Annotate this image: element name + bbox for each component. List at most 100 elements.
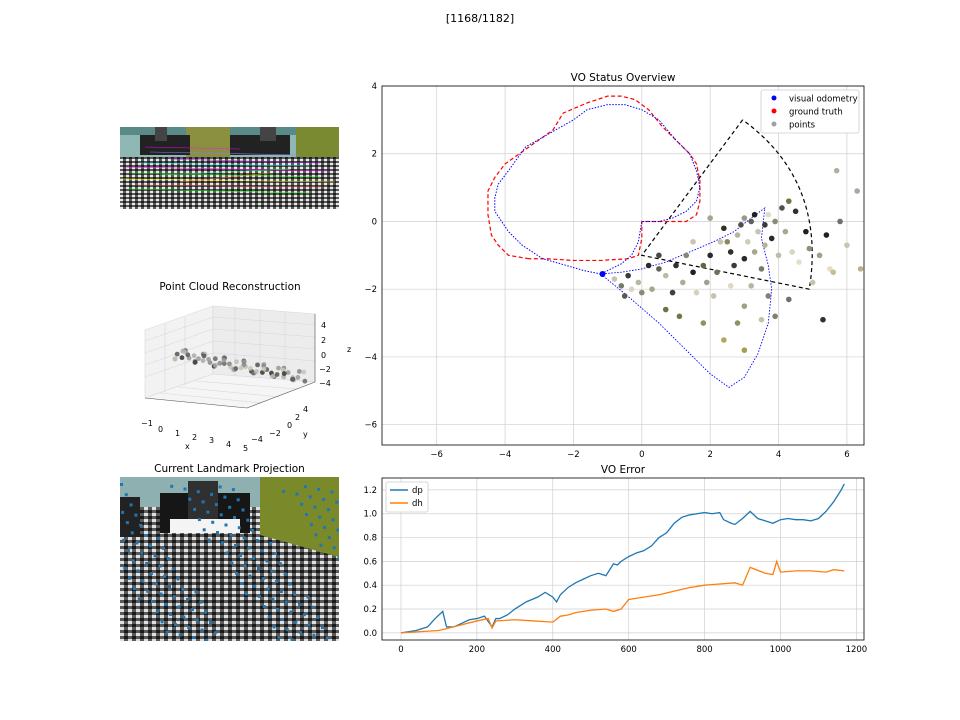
landmark-point	[269, 541, 273, 545]
landmark-point	[141, 579, 145, 583]
vo-error-grid	[382, 478, 864, 640]
landmark-point	[166, 557, 170, 561]
point-cloud-point	[238, 365, 244, 371]
vo-xtick-label: −4	[499, 450, 512, 460]
err-ytick-label: 1.2	[363, 486, 377, 496]
vo-landmark-point	[662, 306, 669, 313]
landmark-point	[336, 528, 340, 532]
point-cloud-point	[233, 366, 239, 371]
err-ytick-label: 0.6	[363, 557, 377, 567]
landmark-point	[318, 515, 322, 519]
landmark-point	[331, 518, 335, 522]
svg-text:5: 5	[243, 444, 248, 453]
vo-ytick-label: −4	[364, 353, 377, 363]
svg-text:0: 0	[321, 351, 326, 360]
vo-landmark-point	[775, 252, 782, 259]
vo-landmark-point	[724, 238, 731, 245]
landmark-point	[276, 607, 280, 611]
err-xtick-label: 0	[398, 645, 403, 655]
landmark-point	[168, 585, 171, 588]
landmark-point	[293, 592, 297, 596]
landmark-point	[236, 498, 240, 502]
vo-landmark-point	[676, 313, 683, 320]
landmark-point	[235, 571, 239, 575]
point-cloud-point	[295, 375, 301, 380]
legend-label-points: points	[789, 121, 816, 131]
landmark-point	[154, 582, 158, 586]
vo-landmark-point	[741, 255, 748, 262]
legend-marker-visual-odometry	[771, 95, 777, 101]
err-ytick-label: 0.4	[363, 581, 377, 591]
landmark-point	[176, 577, 180, 581]
landmark-point	[149, 572, 153, 576]
vo-landmark-point	[618, 283, 625, 289]
landmark-point	[316, 615, 320, 619]
vo-landmark-point	[734, 320, 741, 326]
vo-error-canvas: VO Error 0 200 400 600 800 1000 12000.00.20.40…	[363, 464, 867, 655]
err-xtick-label: 600	[621, 645, 637, 655]
vo-landmark-point	[744, 238, 751, 245]
landmark-point	[246, 518, 250, 522]
vo-landmark-point	[656, 252, 662, 259]
landmark-point	[186, 597, 190, 601]
landmark-point	[201, 500, 205, 504]
landmark-point	[233, 516, 236, 519]
landmark-point	[190, 608, 194, 612]
landmark-point	[240, 582, 243, 585]
landmark-point	[178, 633, 182, 637]
landmark-point	[275, 579, 279, 583]
vo-landmark-point	[751, 249, 758, 255]
landmark-point	[195, 618, 199, 622]
point-cloud-point	[181, 349, 187, 355]
vo-error-chart: VO Error 0 200 400 600 800 1000 1200 0.0 0.2 0.4 0…	[340, 460, 880, 660]
landmark-point	[122, 538, 126, 542]
vo-xtick-label: 2	[707, 450, 712, 460]
landmark-point	[243, 564, 247, 568]
vo-landmark-point	[785, 296, 792, 303]
svg-text:x: x	[185, 442, 190, 451]
landmark-point	[332, 546, 336, 550]
err-xtick-label: 200	[469, 645, 485, 655]
err-ytick-label: 0.8	[363, 534, 377, 544]
vo-error-title: VO Error	[601, 464, 646, 476]
landmark-point	[188, 497, 192, 501]
landmark-point	[206, 510, 210, 514]
vo-fov-cone	[640, 119, 813, 290]
vo-landmark-point	[758, 316, 765, 323]
vo-landmark-point	[683, 252, 690, 259]
point-cloud-point	[212, 356, 218, 362]
landmark-point	[173, 623, 177, 627]
landmark-point	[182, 615, 186, 619]
vo-landmark-point	[748, 218, 754, 225]
landmark-point	[272, 625, 276, 629]
svg-text:−4: −4	[251, 435, 263, 444]
landmark-point	[271, 597, 275, 601]
point-cloud-title: Point Cloud Reconstruction	[159, 281, 301, 293]
landmark-point	[260, 549, 264, 553]
landmark-point	[157, 536, 161, 540]
svg-text:4: 4	[226, 440, 231, 449]
landmark-point	[299, 630, 303, 634]
vo-landmark-point	[857, 266, 864, 272]
landmark-point	[279, 590, 283, 594]
landmark-point	[213, 631, 217, 635]
landmark-point	[283, 572, 287, 576]
landmark-point	[197, 518, 201, 522]
landmark-point	[225, 551, 229, 555]
vo-ytick-label: 0	[372, 217, 377, 227]
landmark-point	[281, 618, 284, 621]
landmark-point	[193, 507, 197, 511]
legend-label-dh: dh	[412, 499, 423, 509]
point-cloud-point	[172, 356, 178, 362]
landmark-point	[265, 559, 269, 563]
tracked-features-image	[119, 127, 339, 209]
landmark-point	[317, 487, 321, 491]
vo-landmark-point	[656, 266, 662, 272]
landmark-point	[313, 505, 317, 509]
point-cloud-point	[247, 366, 253, 371]
landmark-point	[229, 533, 233, 537]
point-cloud-point	[206, 356, 211, 362]
vo-status-chart: VO Status Overview −6 −4 −2 0 2 4 6 −6 −4 −2 0 2 4 v…	[340, 66, 880, 466]
landmark-point	[170, 484, 174, 488]
landmark-point	[241, 508, 245, 512]
